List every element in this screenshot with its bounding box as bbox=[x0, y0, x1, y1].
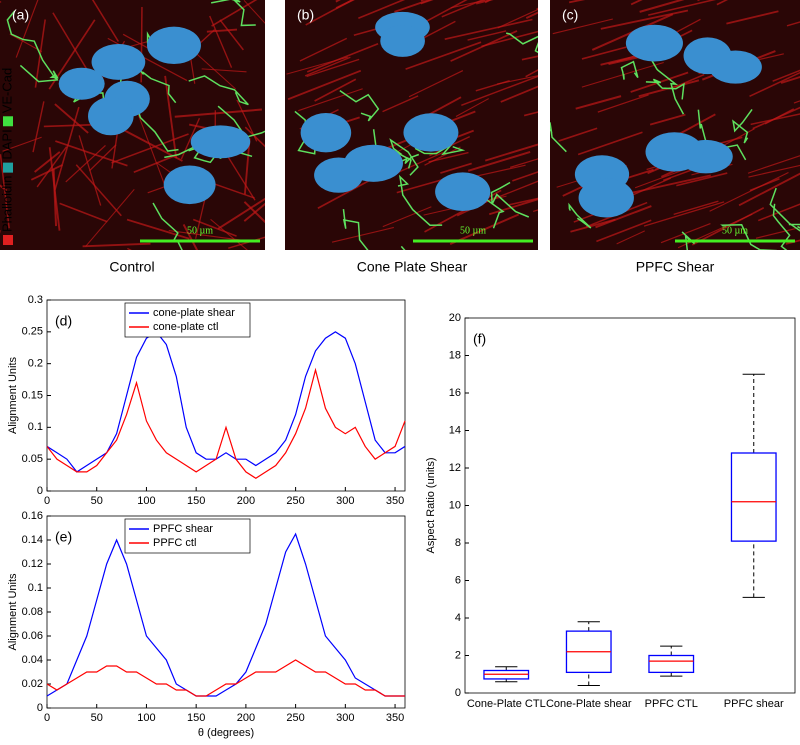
nucleus bbox=[579, 178, 634, 217]
nucleus bbox=[314, 158, 363, 193]
y-axis-label: Alignment Units bbox=[7, 573, 19, 651]
y-tick-label: 8 bbox=[455, 537, 461, 549]
y-tick-label: 12 bbox=[449, 462, 461, 474]
y-tick-label: 0.08 bbox=[22, 606, 43, 618]
micrograph bbox=[0, 0, 308, 273]
legend-label: cone-plate shear bbox=[153, 307, 235, 319]
y-tick-label: 10 bbox=[449, 499, 461, 511]
y-tick-label: 16 bbox=[449, 387, 461, 399]
y-tick-label: 0.16 bbox=[22, 510, 43, 522]
panel-label: (e) bbox=[55, 529, 72, 545]
x-tick-label: 350 bbox=[386, 712, 404, 724]
y-tick-label: 0 bbox=[37, 702, 43, 714]
x-tick-label: 200 bbox=[237, 712, 255, 724]
y-tick-label: 0.06 bbox=[22, 630, 43, 642]
nucleus bbox=[646, 132, 704, 171]
x-tick-label: 250 bbox=[286, 495, 304, 507]
y-tick-label: 0.2 bbox=[28, 358, 43, 370]
x-tick-label: 250 bbox=[286, 712, 304, 724]
x-tick-label: 150 bbox=[187, 495, 205, 507]
nucleus bbox=[191, 125, 250, 158]
panel-label: (c) bbox=[562, 7, 578, 23]
y-axis-label: Aspect Ratio (units) bbox=[425, 458, 437, 554]
stain-swatch bbox=[3, 163, 13, 173]
nucleus bbox=[88, 97, 134, 135]
x-tick-label: 100 bbox=[137, 712, 155, 724]
stain-label: VE-Cad bbox=[0, 68, 14, 114]
nucleus bbox=[709, 50, 762, 83]
y-tick-label: 0.1 bbox=[28, 582, 43, 594]
caption: Cone Plate Shear bbox=[357, 259, 468, 275]
legend-label: PPFC shear bbox=[153, 523, 213, 535]
nucleus bbox=[147, 27, 201, 64]
nucleus bbox=[435, 172, 490, 211]
y-tick-label: 0.04 bbox=[22, 654, 43, 666]
x-tick-label: 350 bbox=[386, 495, 404, 507]
legend-label: PPFC ctl bbox=[153, 537, 196, 549]
nucleus bbox=[403, 113, 458, 151]
y-axis-label: Alignment Units bbox=[7, 356, 19, 434]
x-tick-label: 300 bbox=[336, 712, 354, 724]
y-tick-label: 0.3 bbox=[28, 294, 43, 306]
x-tick-label: Cone-Plate shear bbox=[546, 698, 632, 710]
y-tick-label: 0.1 bbox=[28, 421, 43, 433]
y-tick-label: 0.02 bbox=[22, 678, 43, 690]
x-tick-label: 0 bbox=[44, 495, 50, 507]
y-tick-label: 4 bbox=[455, 612, 461, 624]
caption: PPFC Shear bbox=[636, 259, 715, 275]
y-tick-label: 0.15 bbox=[22, 389, 43, 401]
scale-bar-label: 50 µm bbox=[722, 225, 748, 236]
legend-label: cone-plate ctl bbox=[153, 321, 218, 333]
x-tick-label: PPFC shear bbox=[724, 698, 784, 710]
nucleus bbox=[301, 113, 352, 152]
stain-swatch bbox=[3, 235, 13, 245]
nucleus bbox=[626, 25, 683, 62]
x-tick-label: 50 bbox=[91, 712, 103, 724]
background bbox=[0, 0, 265, 250]
panel-label: (d) bbox=[55, 313, 72, 329]
micrographs: (a) 50 µm (b) 50 µm (c) 50 µm bbox=[0, 0, 800, 281]
stain-label: Phalloidin bbox=[0, 176, 14, 232]
nucleus bbox=[380, 25, 425, 57]
caption: Control bbox=[109, 259, 154, 275]
stain-label: DAPI bbox=[0, 129, 14, 159]
micrograph bbox=[546, 0, 800, 281]
box bbox=[731, 453, 776, 541]
y-tick-label: 2 bbox=[455, 649, 461, 661]
box bbox=[649, 656, 694, 673]
x-tick-label: PPFC CTL bbox=[645, 698, 698, 710]
x-tick-label: 300 bbox=[336, 495, 354, 507]
y-tick-label: 0.25 bbox=[22, 326, 43, 338]
scale-bar-label: 50 µm bbox=[460, 225, 486, 236]
y-tick-label: 6 bbox=[455, 574, 461, 586]
x-tick-label: 0 bbox=[44, 712, 50, 724]
y-tick-label: 0.05 bbox=[22, 453, 43, 465]
y-tick-label: 0.12 bbox=[22, 558, 43, 570]
y-tick-label: 18 bbox=[449, 349, 461, 361]
x-tick-label: 150 bbox=[187, 712, 205, 724]
x-tick-label: 50 bbox=[91, 495, 103, 507]
scale-bar-label: 50 µm bbox=[187, 225, 213, 236]
x-tick-label: Cone-Plate CTL bbox=[467, 698, 546, 710]
x-tick-label: 100 bbox=[137, 495, 155, 507]
y-tick-label: 20 bbox=[449, 312, 461, 324]
nucleus bbox=[164, 165, 216, 204]
panel-label: (a) bbox=[12, 7, 29, 23]
stain-swatch bbox=[3, 116, 13, 126]
y-tick-label: 0 bbox=[37, 485, 43, 497]
y-tick-label: 0.14 bbox=[22, 534, 43, 546]
panel-label: (f) bbox=[473, 331, 486, 347]
x-axis-label: θ (degrees) bbox=[198, 727, 254, 739]
nucleus bbox=[92, 44, 146, 80]
panel-label: (b) bbox=[297, 7, 314, 23]
y-tick-label: 0 bbox=[455, 687, 461, 699]
y-tick-label: 14 bbox=[449, 424, 461, 436]
x-tick-label: 200 bbox=[237, 495, 255, 507]
